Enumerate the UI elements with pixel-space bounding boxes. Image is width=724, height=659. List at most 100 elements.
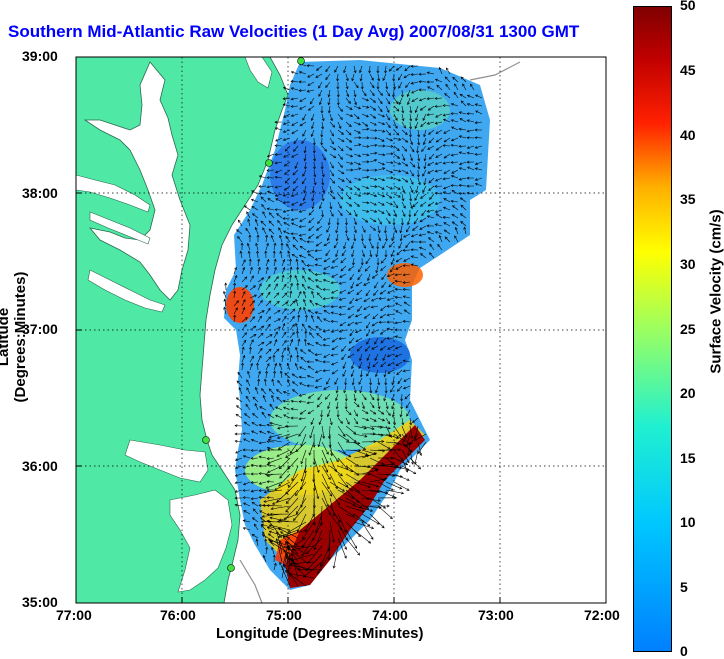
velocity-arrow [257,348,263,355]
velocity-arrow-head [235,307,238,311]
velocity-arrow-head [365,123,369,127]
velocity-arrow [316,233,323,239]
velocity-arrow-head [330,281,334,285]
velocity-arrow-head [421,148,425,153]
velocity-arrow-head [330,311,334,315]
velocity-arrow [329,161,334,169]
velocity-arrow [419,233,427,236]
velocity-arrow-head [475,110,479,114]
velocity-arrow-head [357,277,361,281]
velocity-arrow [393,201,399,209]
velocity-arrow-head [267,461,271,464]
velocity-arrow [475,161,483,165]
velocity-arrow [308,269,315,275]
velocity-arrow [319,201,323,209]
velocity-arrow-head [324,396,328,400]
velocity-arrow [409,105,412,113]
velocity-arrow-head [291,478,295,482]
velocity-arrow-head [418,240,422,244]
velocity-arrow [273,267,277,275]
velocity-arrow-head [255,242,259,246]
velocity-arrow-head [396,148,400,152]
velocity-arrow-head [320,142,324,146]
velocity-arrow-head [338,281,342,285]
velocity-arrow [267,413,275,419]
velocity-arrow-head [372,316,376,320]
velocity-arrow [345,73,349,81]
velocity-arrow [299,217,307,222]
velocity-arrow-head [404,435,408,439]
velocity-arrow-head [340,148,344,152]
velocity-arrow [235,489,243,493]
velocity-arrow-head [266,430,270,434]
velocity-arrow-head [466,94,471,98]
velocity-arrow [358,361,363,369]
velocity-arrow-head [321,182,325,186]
colorbar-tick: 15 [680,450,696,466]
velocity-arrow [335,249,339,257]
velocity-arrow [315,249,323,252]
velocity-arrow [283,391,291,395]
velocity-arrow [393,465,410,471]
velocity-arrow [304,145,307,153]
velocity-arrow-head [299,487,303,491]
velocity-arrow [385,145,394,147]
velocity-arrow [380,265,387,271]
velocity-arrow [385,225,387,234]
velocity-arrow-head [410,255,414,259]
velocity-arrow [361,233,363,242]
velocity-arrow-head [251,533,255,537]
velocity-arrow [277,380,283,387]
velocity-arrow-head [359,505,363,508]
velocity-arrow [395,345,403,349]
velocity-arrow [397,385,403,392]
velocity-arrow [289,274,292,283]
velocity-arrow-head [451,126,455,130]
velocity-arrow-head [443,139,447,143]
velocity-arrow [233,307,238,315]
velocity-arrow-head [368,238,372,242]
velocity-arrow [259,175,267,179]
velocity-arrow-head [291,131,295,134]
velocity-arrow [233,315,236,323]
velocity-arrow-head [245,395,249,399]
velocity-arrow [409,193,412,201]
velocity-arrow-head [254,226,258,231]
velocity-arrow-head [414,109,418,114]
velocity-arrow [300,473,307,490]
velocity-arrow-head [258,489,262,492]
velocity-arrow-head [290,338,294,342]
velocity-arrow [352,257,355,266]
velocity-arrow-head [359,374,363,378]
velocity-arrow-head [273,258,277,262]
velocity-arrow-head [366,333,369,337]
velocity-arrow [369,201,377,206]
velocity-arrow-head [403,309,407,313]
velocity-arrow-head [292,381,295,385]
velocity-arrow [273,563,277,571]
velocity-arrow [284,177,291,184]
velocity-arrow [265,341,272,347]
velocity-arrow [280,251,283,259]
velocity-arrow [291,129,299,134]
velocity-arrow-head [299,245,303,249]
velocity-arrow [257,310,265,315]
velocity-arrow [337,433,350,442]
velocity-arrow-head [290,557,294,561]
velocity-arrow-head [410,181,414,185]
velocity-arrow [428,177,435,184]
velocity-arrow [325,73,331,80]
velocity-arrow [307,409,315,414]
velocity-arrow-head [366,201,370,205]
velocity-arrow-head [233,290,237,294]
velocity-arrow [443,185,451,190]
velocity-arrow [275,137,283,142]
velocity-arrow-head [314,249,318,253]
velocity-arrow-head [466,103,470,106]
velocity-arrow [281,354,284,363]
velocity-arrow [291,400,299,403]
velocity-arrow [304,153,307,161]
velocity-arrow [339,273,347,278]
velocity-arrow [459,111,467,115]
velocity-arrow [242,489,251,491]
